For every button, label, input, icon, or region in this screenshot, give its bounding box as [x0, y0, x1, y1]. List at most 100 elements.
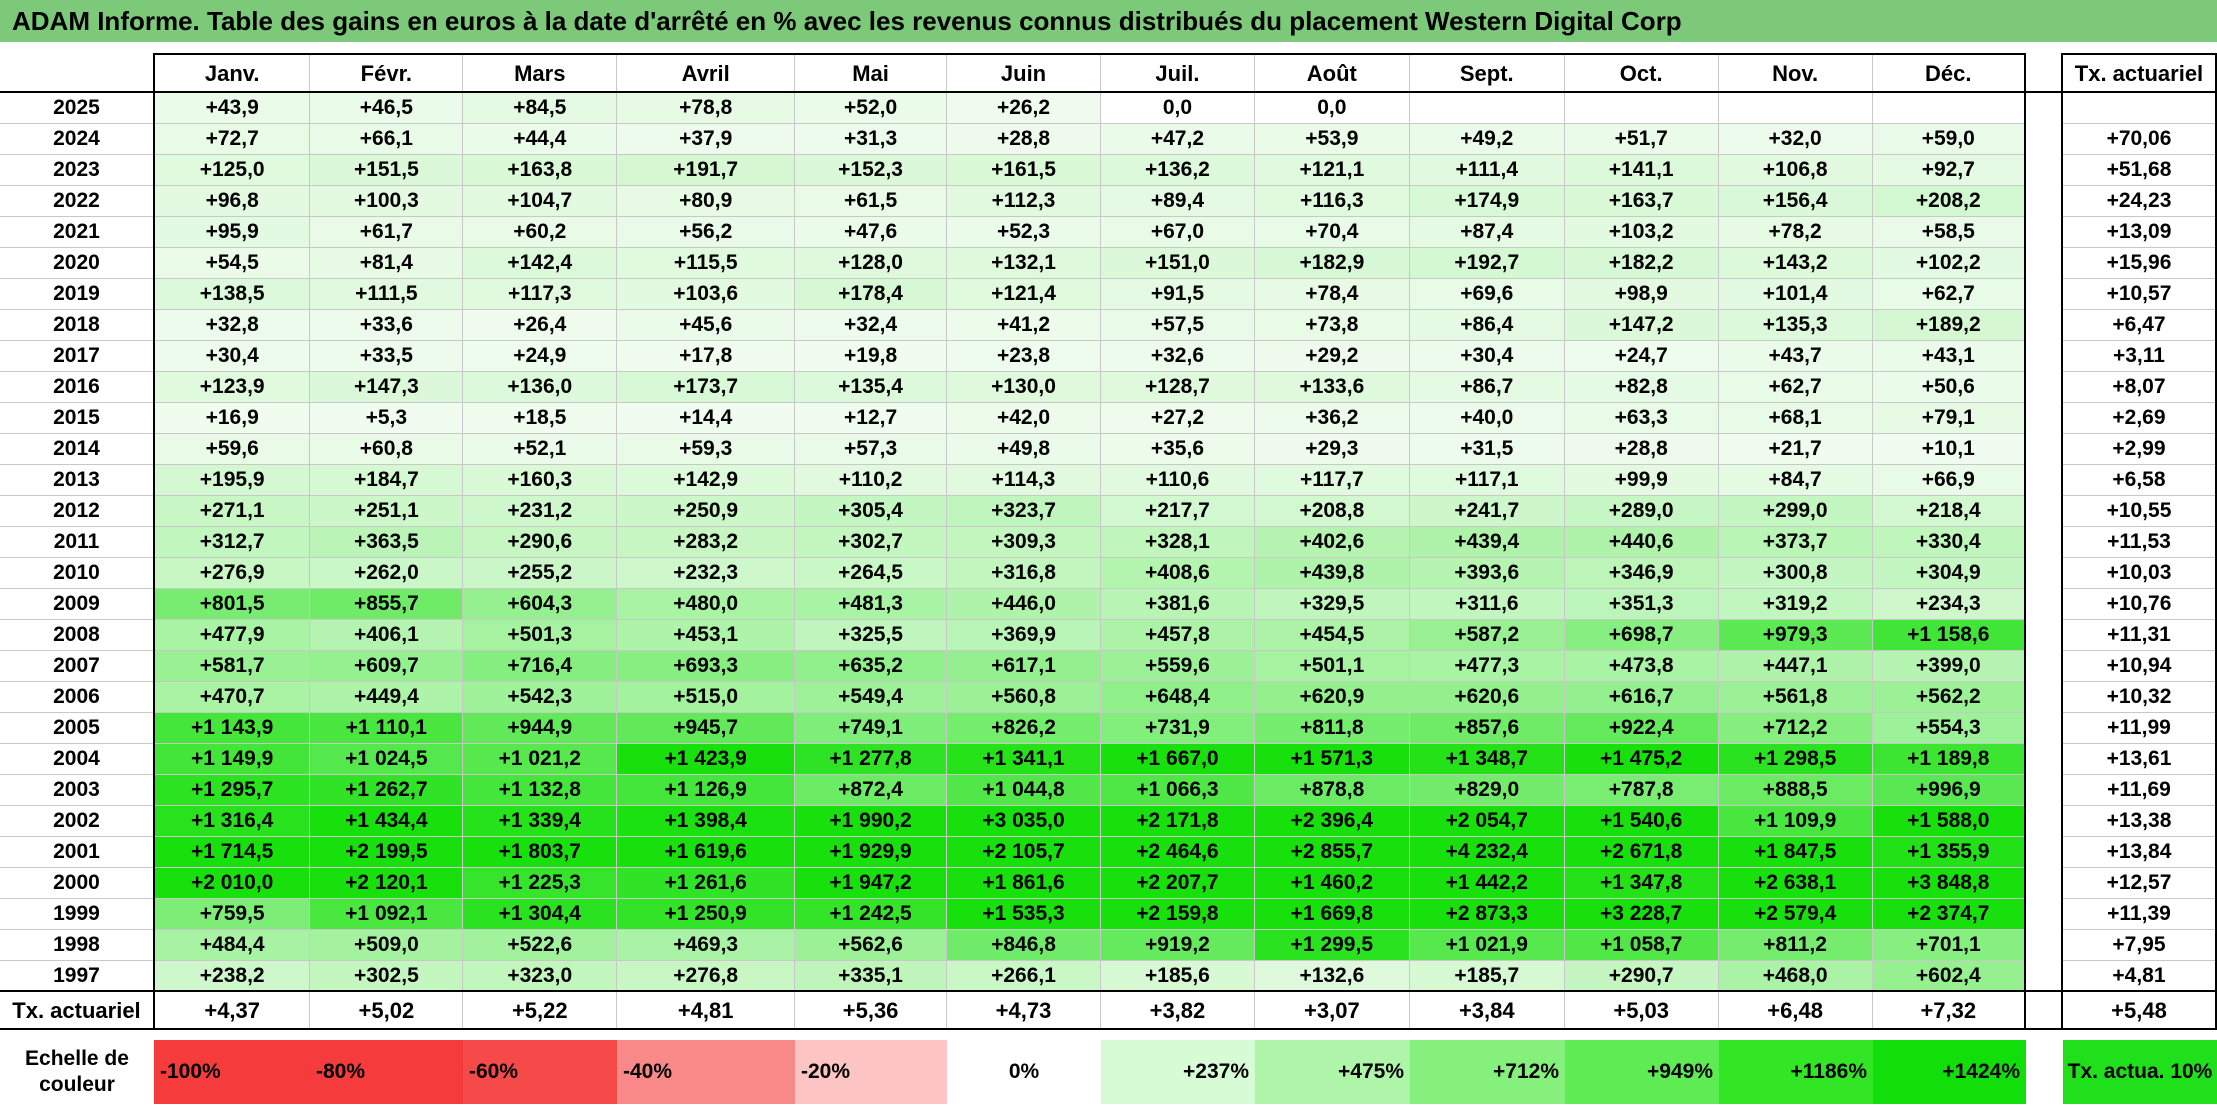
gain-cell: +1 058,7: [1563, 928, 1719, 960]
gain-cell: +103,2: [1563, 215, 1719, 247]
gain-cell: +5,3: [309, 401, 463, 433]
gain-cell: +182,2: [1563, 246, 1719, 278]
total-cell: +6,48: [1717, 990, 1873, 1030]
gain-cell: +161,5: [946, 153, 1101, 185]
gain-cell: +1 947,2: [794, 866, 947, 898]
gain-cell: +2 120,1: [309, 866, 463, 898]
gain-cell: +468,0: [1717, 959, 1873, 991]
gain-cell: +32,4: [794, 308, 947, 340]
report-title: ADAM Informe. Table des gains en euros à…: [0, 0, 2217, 42]
gain-cell: +49,8: [946, 432, 1101, 464]
gain-cell: +439,4: [1408, 525, 1565, 557]
year-label: 1998: [0, 928, 154, 960]
gain-cell: +49,2: [1408, 122, 1565, 154]
gain-cell: +82,8: [1563, 370, 1719, 402]
gain-cell: +922,4: [1563, 711, 1719, 743]
annual-rate-cell: +3,11: [2060, 339, 2217, 371]
gain-cell: +19,8: [794, 339, 947, 371]
annual-rate-cell: +10,32: [2060, 680, 2217, 712]
gain-cell: +86,4: [1408, 308, 1565, 340]
column-gap: [2025, 495, 2062, 526]
gain-cell: +31,3: [794, 122, 947, 154]
gain-cell: +522,6: [462, 928, 617, 960]
gain-cell: +61,7: [309, 215, 463, 247]
total-cell: +7,32: [1871, 990, 2026, 1030]
gain-cell: +1 434,4: [309, 804, 463, 836]
column-gap: [2026, 1040, 2063, 1104]
annual-rate-cell: +13,61: [2060, 742, 2217, 774]
table-row: 2014 +59,6 +60,8 +52,1 +59,3 +57,3 +49,8 +35,6 +…: [0, 432, 2217, 464]
gain-cell: +102,2: [1871, 246, 2026, 278]
annual-rate-cell: +13,09: [2060, 215, 2217, 247]
gain-cell: +473,8: [1563, 649, 1719, 681]
gain-cell: +1 316,4: [152, 804, 310, 836]
gain-cell: +178,4: [794, 277, 947, 309]
gain-cell: +41,2: [946, 308, 1101, 340]
gain-cell: +477,9: [152, 618, 310, 650]
annual-rate-cell: +70,06: [2060, 122, 2217, 154]
gain-cell: +72,7: [152, 122, 310, 154]
table-row: 2012 +271,1 +251,1 +231,2 +250,9 +305,4 +323,7…: [0, 494, 2217, 526]
annual-rate-cell: +51,68: [2060, 153, 2217, 185]
gain-cell: +78,8: [616, 91, 795, 123]
gain-cell: +1 126,9: [616, 773, 795, 805]
color-scale-row: Echelle de couleur -100% -80% -60% -40% -20%…: [0, 1040, 2217, 1104]
gain-cell: +979,3: [1717, 618, 1873, 650]
month-header: Févr.: [309, 53, 463, 93]
gain-cell: +1 092,1: [309, 897, 463, 929]
gain-cell: +1 442,2: [1408, 866, 1565, 898]
gain-cell: +208,8: [1253, 494, 1410, 526]
annual-rate-cell: +10,03: [2060, 556, 2217, 588]
gain-cell: +232,3: [616, 556, 795, 588]
total-cell: +5,22: [462, 990, 617, 1030]
gain-cell: +271,1: [152, 494, 310, 526]
gain-cell: +59,6: [152, 432, 310, 464]
gain-cell: +1 149,9: [152, 742, 310, 774]
total-cell: +3,84: [1408, 990, 1565, 1030]
gain-cell: +2 374,7: [1871, 897, 2026, 929]
gain-cell: +1 861,6: [946, 866, 1101, 898]
gain-cell: +2 579,4: [1717, 897, 1873, 929]
table-row: 2005 +1 143,9 +1 110,1 +944,9 +945,7 +749,1 +8…: [0, 711, 2217, 743]
gain-cell: +1 225,3: [462, 866, 617, 898]
gain-cell: +4 232,4: [1408, 835, 1565, 867]
gain-cell: +136,2: [1099, 153, 1255, 185]
table-row: 2001 +1 714,5 +2 199,5 +1 803,7 +1 619,6 +1 9…: [0, 835, 2217, 867]
annual-rate-cell: +12,57: [2060, 866, 2217, 898]
gain-cell: +52,3: [946, 215, 1101, 247]
total-cell: +3,07: [1253, 990, 1410, 1030]
gain-cell: +100,3: [309, 184, 463, 216]
gain-cell: [1717, 91, 1873, 123]
gain-cell: +152,3: [794, 153, 947, 185]
gain-cell: 0,0: [1099, 91, 1255, 123]
year-label: 2022: [0, 184, 154, 216]
gain-cell: +439,8: [1253, 556, 1410, 588]
table-row: 2010 +276,9 +262,0 +255,2 +232,3 +264,5 +316,8…: [0, 556, 2217, 588]
gain-cell: +1 024,5: [309, 742, 463, 774]
table-row: 2015 +16,9 +5,3 +18,5 +14,4 +12,7 +42,0 +27,2 +3…: [0, 401, 2217, 433]
gain-cell: +559,6: [1099, 649, 1255, 681]
gain-cell: +123,9: [152, 370, 310, 402]
gain-cell: +1 535,3: [946, 897, 1101, 929]
gain-cell: +136,0: [462, 370, 617, 402]
gain-cell: [1563, 91, 1719, 123]
gain-cell: +759,5: [152, 897, 310, 929]
gain-cell: +1 262,7: [309, 773, 463, 805]
gain-cell: +549,4: [794, 680, 947, 712]
gain-cell: +163,7: [1563, 184, 1719, 216]
gain-cell: +121,1: [1253, 153, 1410, 185]
gain-cell: +185,7: [1408, 959, 1565, 991]
total-cell: +5,02: [309, 990, 463, 1030]
gain-cell: +28,8: [946, 122, 1101, 154]
gain-cell: +182,9: [1253, 246, 1410, 278]
table-row: 2011 +312,7 +363,5 +290,6 +283,2 +302,7 +309,3…: [0, 525, 2217, 557]
year-label: 1999: [0, 897, 154, 929]
gain-cell: +52,1: [462, 432, 617, 464]
color-scale: Echelle de couleur -100% -80% -60% -40% -20%…: [0, 1040, 2217, 1104]
gain-cell: +501,1: [1253, 649, 1410, 681]
gain-cell: +68,1: [1717, 401, 1873, 433]
gain-cell: +121,4: [946, 277, 1101, 309]
gain-cell: +135,3: [1717, 308, 1873, 340]
gain-cell: +363,5: [309, 525, 463, 557]
gain-cell: +95,9: [152, 215, 310, 247]
